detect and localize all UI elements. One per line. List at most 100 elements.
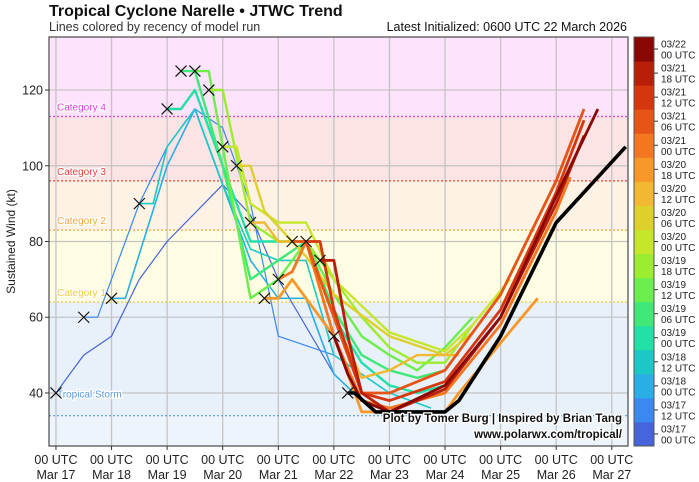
initial-intensity-marker xyxy=(286,235,299,248)
chart-subtitle: Lines colored by recency of model run xyxy=(49,20,261,34)
forecast-line-03-22-00 xyxy=(332,108,600,414)
colorbar-label-time: 00 UTC xyxy=(661,339,695,350)
colorbar-swatch xyxy=(634,61,654,86)
colorbar-swatch xyxy=(634,205,654,230)
initial-intensity-marker xyxy=(300,235,313,248)
y-tick-label: 40 xyxy=(29,386,43,400)
x-tick-label-date: Mar 19 xyxy=(148,468,187,482)
marker-stroke xyxy=(286,235,299,248)
category-label: Category 2 xyxy=(57,216,106,227)
colorbar-label-time: 06 UTC xyxy=(661,123,695,134)
initial-intensity-marker xyxy=(327,330,340,343)
marker-stroke xyxy=(50,387,62,399)
credit-url: www.polarwx.com/tropical/ xyxy=(473,429,623,441)
initial-intensity-marker xyxy=(230,159,243,172)
marker-stroke xyxy=(202,84,215,96)
marker-stroke xyxy=(216,140,229,153)
y-axis-label: Sustained Wind (kt) xyxy=(4,189,18,294)
y-tick-label: 60 xyxy=(29,311,43,325)
initial-intensity-marker xyxy=(216,140,229,153)
colorbar-swatch xyxy=(634,253,654,279)
initial-intensity-marker xyxy=(341,387,354,399)
colorbar-swatch xyxy=(634,349,654,375)
band-category-3 xyxy=(49,116,628,181)
x-tick-label-date: Mar 26 xyxy=(537,468,576,482)
x-tick-label-time: 00 UTC xyxy=(535,453,578,467)
colorbar-label-date: 03/17 xyxy=(661,400,686,411)
colorbar-swatch xyxy=(634,229,654,255)
x-tick-label-time: 00 UTC xyxy=(479,453,522,467)
colorbar-label-date: 03/18 xyxy=(661,376,686,387)
category-label: Tropical Storm xyxy=(57,390,122,401)
colorbar-swatch xyxy=(634,277,654,303)
forecast-line-03-20-18 xyxy=(264,277,539,414)
colorbar-label-time: 00 UTC xyxy=(661,435,695,446)
initial-intensity-marker xyxy=(244,216,257,229)
colorbar-label-date: 03/20 xyxy=(661,160,686,171)
marker-stroke xyxy=(327,330,340,343)
x-tick-label-date: Mar 22 xyxy=(314,468,353,482)
x-tick-label-time: 00 UTC xyxy=(201,453,244,467)
colorbar-label-date: 03/19 xyxy=(661,304,686,315)
forecast-line-03-17-00 xyxy=(55,184,335,394)
credit-text: Plot by Tomer Burg | Inspired by Brian T… xyxy=(383,413,622,425)
y-tick-label: 120 xyxy=(22,84,43,98)
chart-title: Tropical Cyclone Narelle • JTWC Trend xyxy=(49,3,343,20)
marker-stroke xyxy=(272,273,285,286)
x-tick-label-time: 00 UTC xyxy=(368,453,411,467)
marker-stroke xyxy=(188,65,201,78)
colorbar-label-date: 03/20 xyxy=(661,208,686,219)
marker-stroke xyxy=(230,159,243,172)
forecast-line-03-18-00 xyxy=(111,108,390,409)
marker-stroke xyxy=(314,254,326,267)
category-label: Category 4 xyxy=(57,103,106,114)
band-category-2 xyxy=(49,180,628,231)
colorbar-swatch xyxy=(634,85,654,110)
colorbar-label-time: 06 UTC xyxy=(661,315,695,326)
x-tick-label-date: Mar 21 xyxy=(259,468,298,482)
initial-intensity-marker xyxy=(77,311,90,324)
x-tick-label-time: 00 UTC xyxy=(146,453,189,467)
colorbar-swatch xyxy=(634,109,654,134)
initial-intensity-marker xyxy=(161,103,174,115)
initial-intensity-marker xyxy=(50,387,62,399)
colorbar-label-time: 00 UTC xyxy=(661,387,695,398)
marker-stroke xyxy=(300,235,313,248)
colorbar-label-time: 00 UTC xyxy=(661,147,695,158)
x-tick-label-time: 00 UTC xyxy=(312,453,355,467)
marker-stroke xyxy=(105,292,118,305)
x-tick-label-time: 00 UTC xyxy=(423,453,466,467)
colorbar-label-time: 00 UTC xyxy=(661,243,695,254)
colorbar-swatch xyxy=(634,301,654,327)
forecast-line-03-22-06 xyxy=(347,145,628,414)
colorbar-label-date: 03/21 xyxy=(661,88,686,99)
category-label: Category 3 xyxy=(57,167,106,178)
colorbar-swatch xyxy=(634,181,654,206)
colorbar-swatch xyxy=(634,37,654,62)
x-tick-label-date: Mar 18 xyxy=(92,468,131,482)
colorbar-label-time: 12 UTC xyxy=(661,411,695,422)
colorbar-label-time: 18 UTC xyxy=(661,171,695,182)
forecast-line-03-21-00 xyxy=(277,176,572,410)
colorbar-swatch xyxy=(634,157,654,182)
colorbar-label-time: 12 UTC xyxy=(661,195,695,206)
x-tick-label-time: 00 UTC xyxy=(590,453,633,467)
x-tick-label-time: 00 UTC xyxy=(257,453,300,467)
forecast-line-03-20-00 xyxy=(222,145,511,353)
colorbar-label-date: 03/17 xyxy=(661,424,686,435)
marker-stroke xyxy=(133,197,146,210)
colorbar-label-date: 03/19 xyxy=(661,328,686,339)
colorbar-label-date: 03/21 xyxy=(661,136,686,147)
colorbar-swatch xyxy=(634,421,654,447)
band-below-tropical-storm xyxy=(49,415,628,446)
colorbar-label-date: 03/19 xyxy=(661,280,686,291)
colorbar-label-date: 03/19 xyxy=(661,256,686,267)
forecast-line-03-21-06 xyxy=(292,108,586,395)
colorbar-label-date: 03/20 xyxy=(661,232,686,243)
marker-stroke xyxy=(341,387,354,399)
colorbar-swatch xyxy=(634,373,654,399)
colorbar-label-time: 18 UTC xyxy=(661,75,695,86)
forecast-line-03-20-06 xyxy=(236,164,474,357)
